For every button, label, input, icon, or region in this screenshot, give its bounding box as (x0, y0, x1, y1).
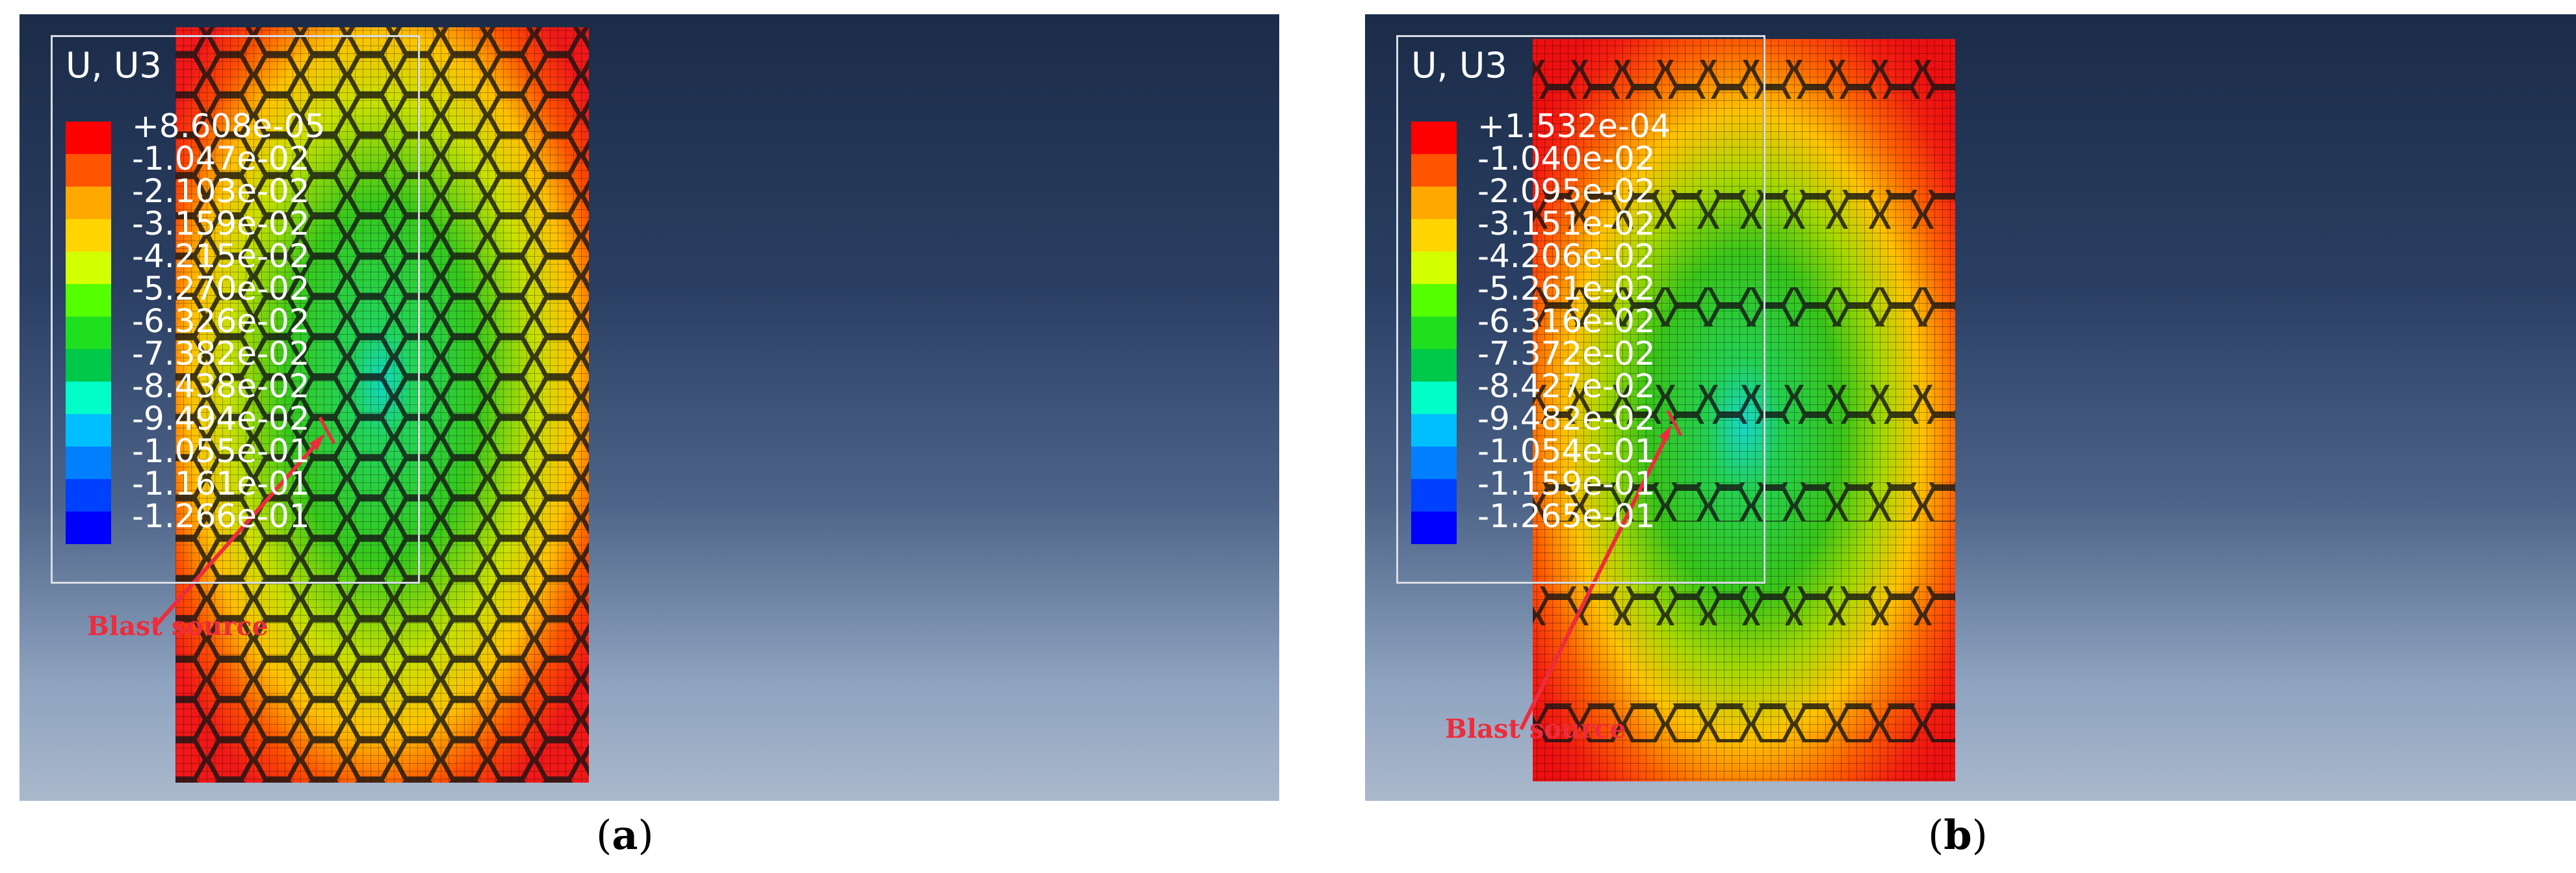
legend-swatch (66, 219, 111, 252)
legend-swatch (1411, 284, 1457, 317)
legend-value: -5.261e-02 (1477, 270, 1656, 307)
contour-plot-b: U, U3 +1.532e-04 -1.040e-02 -2.095e-02 -3.1… (1365, 14, 2576, 801)
legend-color-bar (1411, 122, 1457, 544)
legend-value: -4.206e-02 (1477, 237, 1656, 275)
legend-value: -9.494e-02 (132, 400, 310, 437)
legend-swatch (66, 187, 111, 219)
legend-value: -7.372e-02 (1477, 335, 1656, 372)
legend-value: -8.438e-02 (132, 367, 310, 405)
legend-swatch (66, 252, 111, 284)
legend-value: -1.161e-01 (132, 465, 310, 502)
legend-title: U, U3 (1411, 45, 1507, 86)
legend-value: -6.316e-02 (1477, 302, 1656, 340)
legend-value: -2.095e-02 (1477, 172, 1656, 210)
legend-swatch (1411, 122, 1457, 154)
legend-swatch (1411, 252, 1457, 284)
legend-value: -6.326e-02 (132, 302, 310, 340)
legend-swatch (1411, 187, 1457, 219)
legend-swatch (1411, 447, 1457, 479)
legend-swatch (1411, 382, 1457, 414)
legend-value: -2.103e-02 (132, 172, 310, 210)
legend-b: U, U3 +1.532e-04 -1.040e-02 -2.095e-02 -3.1… (1396, 35, 1765, 584)
caption-letter-a: a (612, 811, 638, 859)
caption-a: (a) (596, 811, 654, 859)
blast-arrow-a (154, 416, 336, 627)
legend-value: -8.427e-02 (1477, 367, 1656, 405)
legend-labels: +1.532e-04 -1.040e-02 -2.095e-02 -3.151e-02… (1477, 110, 1671, 532)
plate-a (176, 27, 589, 783)
legend-swatch (1411, 317, 1457, 349)
legend-value: -3.151e-02 (1477, 205, 1656, 242)
caption-letter-b: b (1944, 811, 1972, 859)
legend-swatch (66, 349, 111, 382)
legend-value: -3.159e-02 (132, 205, 310, 242)
legend-swatch (66, 284, 111, 317)
legend-value: -1.055e-01 (132, 432, 310, 470)
legend-color-bar (66, 122, 111, 544)
displacement-field-b (1519, 39, 1955, 781)
legend-value: -1.265e-01 (1477, 497, 1656, 535)
legend-swatch (1411, 349, 1457, 382)
legend-value: -4.215e-02 (132, 237, 310, 275)
legend-swatch (66, 122, 111, 154)
legend-swatch (1411, 512, 1457, 544)
legend-value: -7.382e-02 (132, 335, 310, 372)
displacement-field-a (154, 27, 589, 783)
legend-value: -1.159e-01 (1477, 465, 1656, 502)
legend-value: -1.040e-02 (1477, 140, 1656, 177)
legend-swatch (66, 317, 111, 349)
legend-value: -1.266e-01 (132, 497, 310, 535)
legend-value: -9.482e-02 (1477, 400, 1656, 437)
legend-swatch (1411, 479, 1457, 512)
legend-value: -1.054e-01 (1477, 432, 1656, 470)
legend-swatch (1411, 414, 1457, 447)
legend-value: +8.608e-05 (132, 107, 326, 145)
contour-plot-a: U, U3 +8.608e-05 -1.047e-02 -2.103e-02 -3.1… (20, 14, 1279, 801)
legend-title: U, U3 (66, 45, 162, 86)
legend-value: -5.270e-02 (132, 270, 310, 307)
legend-swatch (1411, 219, 1457, 252)
legend-a: U, U3 +8.608e-05 -1.047e-02 -2.103e-02 -3.1… (51, 35, 420, 584)
legend-swatch (66, 447, 111, 479)
legend-swatch (1411, 154, 1457, 187)
legend-swatch (66, 479, 111, 512)
caption-b: (b) (1928, 811, 1988, 859)
blast-arrow-b (1519, 410, 1683, 731)
legend-swatch (66, 382, 111, 414)
legend-swatch (66, 414, 111, 447)
legend-labels: +8.608e-05 -1.047e-02 -2.103e-02 -3.159e-02… (132, 110, 325, 532)
plate-b (1533, 39, 1955, 781)
blast-source-label-a: Blast source (87, 611, 269, 642)
legend-value: +1.532e-04 (1477, 107, 1671, 145)
legend-swatch (66, 154, 111, 187)
legend-value: -1.047e-02 (132, 140, 310, 177)
legend-swatch (66, 512, 111, 544)
blast-source-label-b: Blast source (1445, 714, 1627, 744)
